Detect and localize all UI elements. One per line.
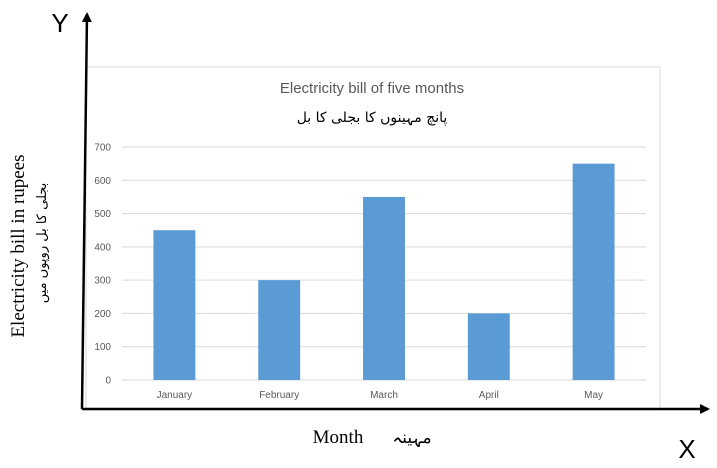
y-tick-label: 500 xyxy=(94,209,111,220)
chart-title: Electricity bill of five months xyxy=(280,80,464,97)
y-axis-label: Electricity bill in rupees xyxy=(8,154,29,337)
y-tick-label: 100 xyxy=(94,342,111,353)
y-tick-label: 700 xyxy=(94,143,111,154)
bar-april xyxy=(467,313,510,380)
x-axis-letter: X xyxy=(678,434,695,464)
bar-january xyxy=(153,230,196,380)
bar-february xyxy=(258,280,301,380)
x-tick-label: April xyxy=(479,390,499,401)
x-tick-label: May xyxy=(584,390,603,401)
y-tick-label: 400 xyxy=(94,242,111,253)
bar-march xyxy=(363,196,405,380)
bars xyxy=(153,163,615,380)
y-axis-letter: Y xyxy=(51,8,68,38)
x-axis-label-urdu: مہینہ xyxy=(392,428,431,448)
x-tick-labels: January February March April May xyxy=(157,390,603,401)
x-tick-label: March xyxy=(370,390,398,401)
y-tick-label: 600 xyxy=(94,176,111,187)
y-tick-labels: 0 100 200 300 400 500 600 700 xyxy=(94,143,111,387)
y-tick-label: 200 xyxy=(94,309,111,320)
y-axis-arrow xyxy=(80,12,92,410)
x-tick-label: February xyxy=(259,390,299,401)
y-axis-label-urdu: بجلی کا بل روپوں میں xyxy=(35,183,50,304)
y-tick-label: 300 xyxy=(94,276,111,287)
bar-may xyxy=(572,163,615,380)
x-axis-label: Month xyxy=(313,427,364,448)
y-tick-label: 0 xyxy=(105,376,111,387)
chart-subtitle: پانچ مہینوں کا بجلی کا بل xyxy=(297,110,448,126)
x-tick-label: January xyxy=(157,390,193,401)
